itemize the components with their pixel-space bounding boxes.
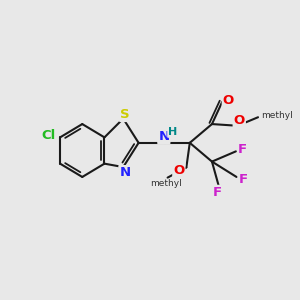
Text: H: H [168, 127, 177, 137]
Text: O: O [223, 94, 234, 107]
Text: N: N [158, 130, 169, 143]
Text: F: F [212, 186, 222, 199]
Text: O: O [234, 114, 245, 127]
Text: methyl: methyl [261, 111, 292, 120]
Text: methyl: methyl [150, 179, 182, 188]
Text: F: F [238, 143, 247, 156]
Text: S: S [120, 108, 130, 121]
Text: N: N [119, 166, 130, 179]
Text: O: O [173, 164, 184, 177]
Text: F: F [239, 173, 248, 186]
Text: Cl: Cl [41, 129, 55, 142]
